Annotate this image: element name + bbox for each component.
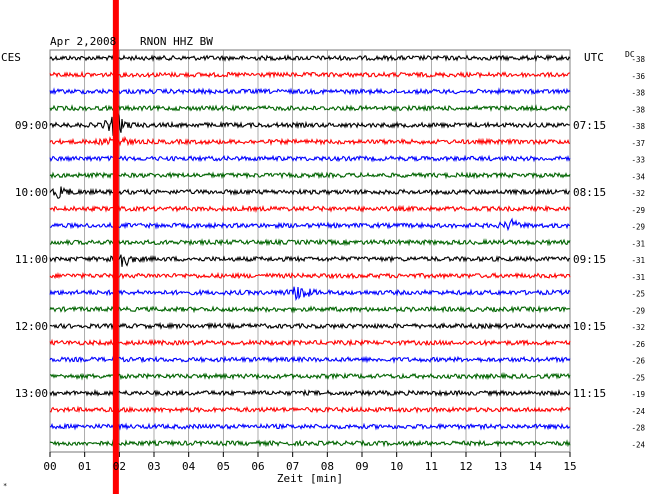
dc-offset-label: -31 — [631, 273, 645, 282]
left-time-label: 11:00 — [15, 253, 48, 266]
dc-offset-label: -28 — [631, 424, 645, 433]
dc-offset-label: -24 — [631, 440, 645, 449]
trace-line — [49, 238, 571, 247]
trace-line — [49, 422, 571, 431]
x-tick-label: 08 — [321, 460, 334, 473]
left-time-label: 12:00 — [15, 320, 48, 333]
dc-header-label: DC — [625, 50, 635, 59]
trace-line — [49, 321, 571, 331]
x-tick-label: 13 — [494, 460, 507, 473]
x-tick-label: 11 — [425, 460, 438, 473]
trace-line — [49, 134, 571, 149]
x-tick-label: 15 — [563, 460, 576, 473]
trace-line — [49, 111, 571, 137]
dc-offset-label: -32 — [631, 323, 645, 332]
trace-line — [49, 286, 571, 301]
dc-offset-label: -29 — [631, 206, 645, 215]
dc-offset-label: -19 — [631, 390, 645, 399]
left-time-label: 13:00 — [15, 387, 48, 400]
right-time-label: 08:15 — [573, 186, 606, 199]
trace-line — [49, 186, 571, 199]
trace-line — [49, 104, 571, 113]
station-label: RNON HHZ BW — [140, 35, 213, 48]
trace-line — [49, 254, 571, 267]
trace-line — [49, 355, 571, 364]
trace-line — [49, 388, 571, 398]
dc-offset-label: -31 — [631, 239, 645, 248]
trace-line — [49, 70, 570, 79]
dc-offset-label: -25 — [631, 373, 645, 382]
corner-mark: * — [3, 482, 7, 490]
trace-line — [49, 271, 571, 280]
x-tick-label: 06 — [251, 460, 264, 473]
dc-offset-label: -36 — [631, 72, 645, 81]
x-tick-label: 10 — [390, 460, 403, 473]
trace-line — [49, 154, 571, 163]
x-tick-label: 03 — [147, 460, 160, 473]
grid — [49, 49, 571, 457]
trace-line — [49, 204, 571, 213]
right-time-label: 10:15 — [573, 320, 606, 333]
dc-offset-label: -29 — [631, 223, 645, 232]
right-time-label: 11:15 — [573, 387, 606, 400]
seismic-traces — [49, 54, 571, 448]
x-tick-label: 04 — [182, 460, 196, 473]
trace-line — [49, 371, 571, 381]
left-time-label: 09:00 — [15, 119, 48, 132]
trace-line — [49, 305, 571, 314]
dc-offset-label: -38 — [631, 105, 645, 114]
trace-line — [49, 439, 571, 448]
trace-line — [49, 87, 571, 96]
dc-offset-label: -29 — [631, 306, 645, 315]
dc-offset-label: -33 — [631, 156, 645, 165]
dc-offset-label: -34 — [631, 172, 645, 181]
trace-line — [49, 171, 571, 180]
x-tick-label: 09 — [355, 460, 368, 473]
date-label: Apr 2,2008 — [50, 35, 116, 48]
dc-offset-label: -38 — [631, 122, 645, 131]
dc-offset-label: -31 — [631, 256, 645, 265]
dc-offset-label: -26 — [631, 357, 645, 366]
trace-line — [49, 338, 571, 347]
dc-offset-label: -38 — [631, 55, 645, 64]
x-tick-label: 12 — [459, 460, 472, 473]
right-timezone-label: UTC — [584, 51, 604, 64]
x-tick-label: 05 — [217, 460, 230, 473]
x-tick-label: 00 — [43, 460, 56, 473]
trace-line — [49, 54, 571, 63]
trace-line — [50, 217, 571, 232]
x-tick-label: 02 — [113, 460, 126, 473]
dc-offset-label: -25 — [631, 290, 645, 299]
x-tick-label: 14 — [529, 460, 543, 473]
axis-labels: 00 01 02 03 04 05 06 07 08 09 10 11 12 13 14 15 09:00 10:… — [15, 55, 646, 473]
trace-line — [49, 405, 571, 414]
dc-offset-label: -26 — [631, 340, 645, 349]
dc-offset-label: -38 — [631, 89, 645, 98]
left-time-label: 10:00 — [15, 186, 48, 199]
right-time-label: 09:15 — [573, 253, 606, 266]
dc-offset-label: -32 — [631, 189, 645, 198]
dc-offset-label: -24 — [631, 407, 645, 416]
x-axis-title: Zeit [min] — [277, 472, 343, 485]
dc-offset-label: -37 — [631, 139, 645, 148]
right-time-label: 07:15 — [573, 119, 606, 132]
event-marker-bar — [112, 0, 119, 494]
left-timezone-label: CES — [1, 51, 21, 64]
x-tick-label: 07 — [286, 460, 299, 473]
x-tick-label: 01 — [78, 460, 91, 473]
